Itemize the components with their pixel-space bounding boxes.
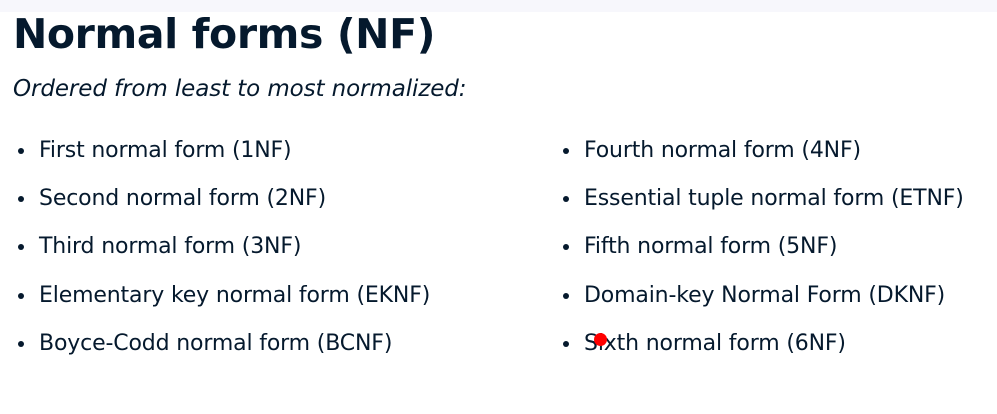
top-strip: [0, 0, 997, 12]
list-item-label: Essential tuple normal form (ETNF): [584, 186, 964, 211]
list-item: Boyce-Codd normal form (BCNF): [14, 320, 430, 368]
list-item: First normal form (1NF): [14, 127, 430, 175]
list-item: Fourth normal form (4NF): [559, 127, 964, 175]
list-item: Sixth normal form (6NF): [559, 320, 964, 368]
page-subtitle: Ordered from least to most normalized:: [13, 76, 467, 102]
list-item: Domain-key Normal Form (DKNF): [559, 271, 964, 320]
list-item-label: Elementary key normal form (EKNF): [39, 282, 431, 308]
list-item-label: First normal form (1NF): [39, 138, 292, 163]
cursor-marker-icon: [594, 333, 607, 346]
bullet-icon: [18, 244, 24, 250]
page-title: Normal forms (NF): [13, 10, 436, 58]
bullet-icon: [563, 341, 569, 347]
normal-forms-list-right: Fourth normal form (4NF) Essential tuple…: [559, 127, 964, 368]
bullet-icon: [18, 148, 24, 154]
list-item-label: Sixth normal form (6NF): [584, 331, 846, 356]
bullet-icon: [18, 341, 24, 347]
list-item: Essential tuple normal form (ETNF): [559, 175, 964, 223]
bullet-icon: [563, 292, 569, 299]
bullet-icon: [18, 196, 24, 202]
list-item-label: Boyce-Codd normal form (BCNF): [39, 331, 393, 356]
list-item-label: Domain-key Normal Form (DKNF): [584, 282, 946, 308]
bullet-icon: [563, 244, 569, 250]
list-item: Third normal form (3NF): [14, 223, 430, 271]
bullet-icon: [563, 196, 569, 202]
bullet-icon: [563, 148, 569, 154]
list-item: Elementary key normal form (EKNF): [14, 271, 430, 320]
list-item-label: Fourth normal form (4NF): [584, 138, 861, 163]
list-item: Second normal form (2NF): [14, 175, 430, 223]
list-item: Fifth normal form (5NF): [559, 223, 964, 271]
normal-forms-list-left: First normal form (1NF) Second normal fo…: [14, 127, 430, 368]
list-item-label: Third normal form (3NF): [39, 234, 302, 259]
list-item-label: Second normal form (2NF): [39, 186, 326, 211]
list-item-label: Fifth normal form (5NF): [584, 234, 838, 259]
bullet-icon: [18, 292, 24, 299]
